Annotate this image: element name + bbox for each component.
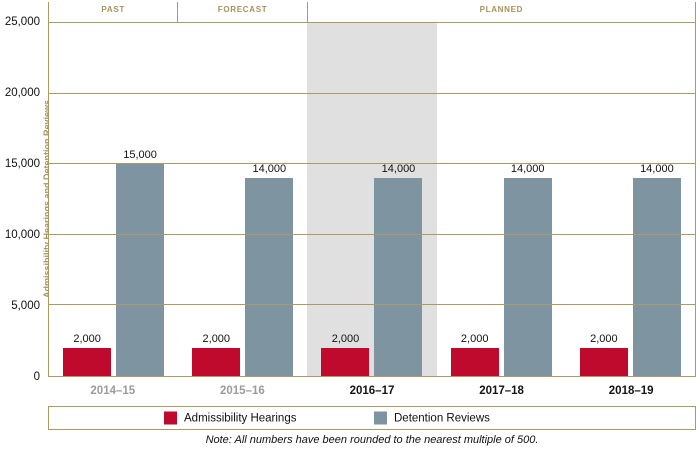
legend-label: Detention Reviews	[394, 412, 490, 424]
y-tick-label-15000: 15,000	[4, 158, 40, 170]
bar-value-label: 14,000	[510, 163, 545, 176]
y-tick-label-5000: 5,000	[11, 300, 40, 312]
bar-detention-reviews-2014-15: 15,000	[116, 149, 165, 376]
legend-item-detention-reviews: Detention Reviews	[374, 411, 490, 425]
legend-swatch-detention-reviews	[374, 411, 387, 425]
legend-label: Admissibility Hearings	[184, 412, 297, 424]
chart-note: Note: All numbers have been rounded to t…	[205, 434, 539, 446]
bar-group-2017-18: 2,000 14,000	[437, 23, 566, 376]
phase-section-forecast: FORECAST	[177, 2, 306, 22]
bar-admissibility-hearings-2016-17: 2,000	[321, 333, 370, 376]
bar-admissibility-hearings-2017-18: 2,000	[450, 333, 499, 376]
bar-group-2014-15: 2,000 15,000	[49, 23, 178, 376]
bar-value-label: 2,000	[460, 332, 489, 345]
x-axis-label-2015-16: 2015–16	[220, 385, 265, 397]
bar-detention-reviews-2018-19: 14,000	[632, 163, 681, 376]
gridline-15000	[49, 163, 695, 165]
bar-group-2015-16: 2,000 14,000	[178, 23, 307, 376]
phase-label: PLANNED	[479, 5, 524, 14]
bar-value-label: 2,000	[202, 332, 231, 345]
phase-header: PAST FORECAST PLANNED	[48, 2, 696, 22]
y-axis-ticks: 0 5,000 10,000 15,000 20,000 25,000	[0, 16, 43, 383]
legend-swatch-admissibility-hearings	[164, 411, 177, 425]
x-axis-label-2018-19: 2018–19	[608, 385, 654, 397]
x-axis-label-2016-17: 2016–17	[349, 385, 395, 397]
y-tick-label-10000: 10,000	[4, 229, 40, 241]
bar-group-2016-17: 2,000 14,000	[307, 23, 436, 376]
bar-detention-reviews-2016-17: 14,000	[374, 163, 423, 376]
x-axis-labels: 2014–15 2015–16 2016–17 2017–18 2018–19	[48, 385, 696, 397]
bar-value-label: 2,000	[331, 332, 360, 345]
gridline-20000	[49, 92, 695, 94]
bar-detention-reviews-2015-16: 14,000	[245, 163, 294, 376]
phase-label: PAST	[101, 5, 125, 14]
phase-label: FORECAST	[217, 5, 268, 14]
legend-item-admissibility-hearings: Admissibility Hearings	[164, 411, 297, 425]
bar-value-label: 14,000	[640, 163, 674, 176]
y-tick-label-0: 0	[33, 371, 40, 383]
x-axis-label-2017-18: 2017–18	[479, 385, 524, 397]
bar-admissibility-hearings-2014-15: 2,000	[63, 333, 112, 376]
legend: Admissibility Hearings Detention Reviews	[48, 406, 696, 430]
bar-value-label: 15,000	[123, 149, 157, 162]
y-tick-label-20000: 20,000	[4, 87, 40, 99]
y-tick-label-25000: 25,000	[4, 16, 40, 28]
bar-admissibility-hearings-2015-16: 2,000	[192, 333, 241, 376]
phase-section-planned: PLANNED	[306, 2, 695, 22]
bar-value-label: 2,000	[73, 332, 101, 345]
gridline-10000	[49, 233, 695, 235]
bar-detention-reviews-2017-18: 14,000	[503, 163, 552, 376]
x-axis-label-2014-15: 2014–15	[90, 385, 136, 397]
phase-section-past: PAST	[48, 2, 177, 22]
gridline-5000	[49, 304, 695, 306]
bar-value-label: 14,000	[252, 163, 287, 176]
bar-value-label: 14,000	[381, 163, 416, 176]
bar-value-label: 2,000	[590, 332, 618, 345]
bar-admissibility-hearings-2018-19: 2,000	[579, 333, 628, 376]
plot-area: 2,000 15,000 2,000 14,000 2,000 14,000 2,000 14…	[48, 22, 696, 377]
bar-group-2018-19: 2,000 14,000	[566, 23, 695, 376]
